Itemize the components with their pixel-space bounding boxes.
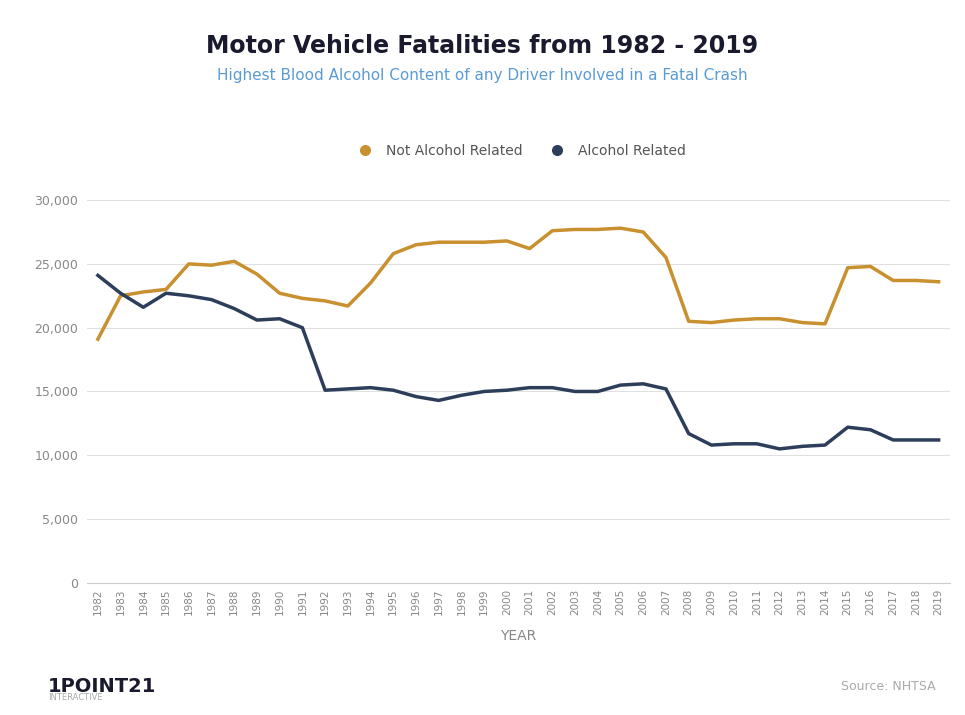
Legend: Not Alcohol Related, Alcohol Related: Not Alcohol Related, Alcohol Related <box>345 138 691 163</box>
Text: INTERACTIVE: INTERACTIVE <box>48 693 103 701</box>
X-axis label: YEAR: YEAR <box>500 628 537 643</box>
Text: Highest Blood Alcohol Content of any Driver Involved in a Fatal Crash: Highest Blood Alcohol Content of any Dri… <box>217 68 748 82</box>
Text: Source: NHTSA: Source: NHTSA <box>841 680 936 693</box>
Text: Motor Vehicle Fatalities from 1982 - 2019: Motor Vehicle Fatalities from 1982 - 201… <box>207 34 758 59</box>
Text: 1POINT21: 1POINT21 <box>48 677 156 696</box>
